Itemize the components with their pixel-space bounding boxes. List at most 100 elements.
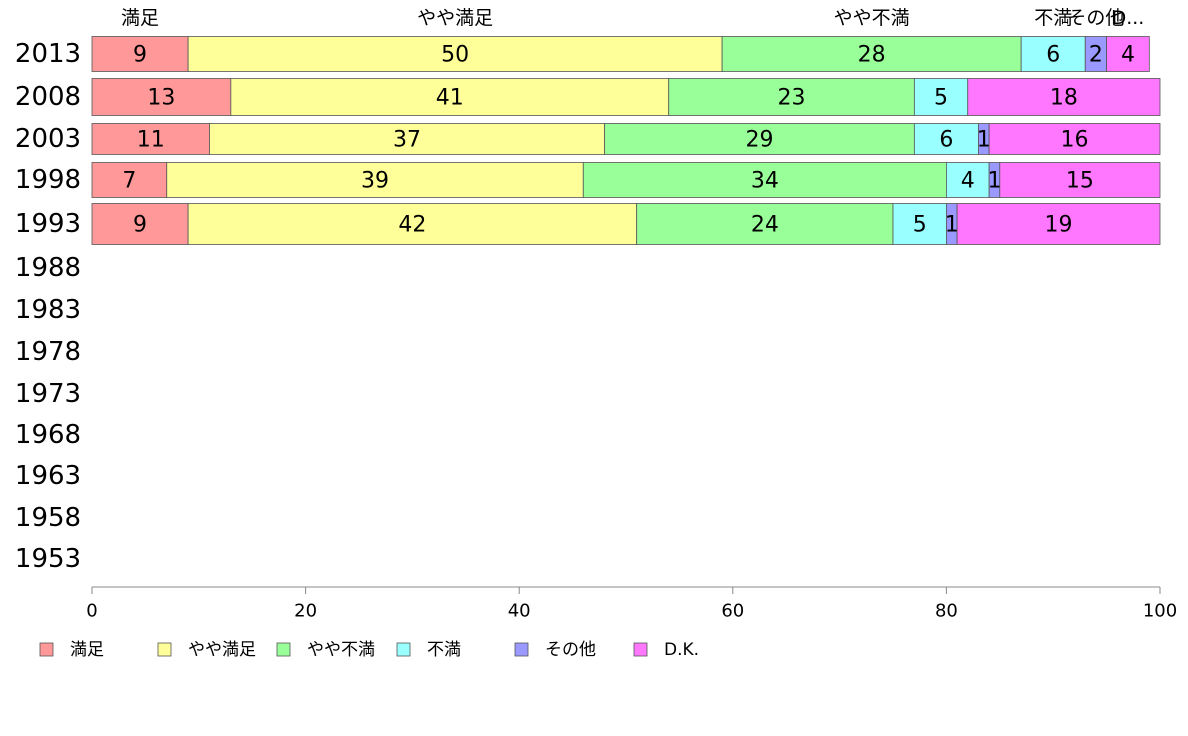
bar-segment bbox=[913, 78, 969, 116]
bar-segment bbox=[91, 203, 189, 245]
y-tick-label-1953: 1953 bbox=[15, 544, 81, 574]
bar-row-2003: 11 37 29 6 1 16 bbox=[91, 123, 1161, 155]
y-tick-label-1993: 1993 bbox=[15, 209, 81, 239]
data-label: 1 bbox=[987, 169, 1001, 194]
y-tick-label-1968: 1968 bbox=[15, 420, 81, 450]
legend: 満足 やや満足 やや不満 不満 その他 D.K. bbox=[39, 640, 699, 660]
bar-segment bbox=[999, 162, 1161, 198]
legend-item: その他 bbox=[514, 640, 596, 660]
data-label: 4 bbox=[961, 169, 975, 194]
y-tick-label-1988: 1988 bbox=[15, 253, 81, 283]
x-tick-label: 40 bbox=[508, 601, 531, 622]
y-tick-label-1963: 1963 bbox=[15, 461, 81, 491]
x-axis: 0 20 40 60 80 100 bbox=[86, 586, 1177, 622]
bar-segment bbox=[209, 123, 606, 155]
data-label: 4 bbox=[1121, 43, 1135, 68]
bar-segment bbox=[230, 78, 670, 116]
legend-item: やや不満 bbox=[276, 640, 375, 660]
legend-label: その他 bbox=[545, 640, 596, 660]
bar-row-1993: 9 42 24 5 1 19 bbox=[91, 203, 1161, 245]
legend-swatch bbox=[276, 642, 291, 657]
bar-segment bbox=[91, 162, 168, 198]
bar-segment bbox=[946, 162, 990, 198]
data-label: 24 bbox=[751, 213, 779, 238]
bar-segment bbox=[91, 123, 210, 155]
bar-segment bbox=[668, 78, 915, 116]
bar-segment bbox=[913, 123, 979, 155]
data-label: 7 bbox=[122, 169, 136, 194]
top-label: D... bbox=[1112, 7, 1145, 29]
legend-label: D.K. bbox=[664, 640, 699, 660]
legend-item: 満足 bbox=[39, 640, 104, 660]
data-label: 23 bbox=[778, 86, 806, 111]
data-label: 50 bbox=[441, 43, 469, 68]
y-tick-label-1983: 1983 bbox=[15, 295, 81, 325]
legend-label: 満足 bbox=[70, 640, 104, 660]
data-label: 11 bbox=[137, 128, 165, 153]
data-label: 28 bbox=[858, 43, 886, 68]
bar-segment bbox=[721, 36, 1022, 72]
bar-segment bbox=[166, 162, 584, 198]
bar-segment bbox=[582, 162, 947, 198]
y-tick-label-2008: 2008 bbox=[15, 82, 81, 112]
y-axis: 2013 2008 2003 1998 1993 1988 1983 1978 1973 1968… bbox=[15, 39, 81, 574]
data-label: 16 bbox=[1061, 128, 1089, 153]
x-tick-label: 100 bbox=[1143, 601, 1177, 622]
y-tick-label-2003: 2003 bbox=[15, 124, 81, 154]
data-label: 6 bbox=[939, 128, 953, 153]
data-label: 34 bbox=[751, 169, 779, 194]
bar-segment bbox=[636, 203, 894, 245]
data-label: 9 bbox=[133, 43, 147, 68]
data-label: 13 bbox=[147, 86, 175, 111]
legend-swatch bbox=[514, 642, 529, 657]
top-label: その他 bbox=[1067, 7, 1124, 29]
data-label: 29 bbox=[746, 128, 774, 153]
data-label: 19 bbox=[1045, 213, 1073, 238]
y-tick-label-1973: 1973 bbox=[15, 379, 81, 409]
bar-segment bbox=[604, 123, 915, 155]
x-tick-label: 80 bbox=[935, 601, 958, 622]
bar-segment bbox=[956, 203, 1161, 245]
bar-segment bbox=[967, 78, 1161, 116]
data-label: 5 bbox=[913, 213, 927, 238]
data-label: 6 bbox=[1046, 43, 1060, 68]
x-tick-label: 20 bbox=[294, 601, 317, 622]
x-tick-label: 0 bbox=[86, 601, 97, 622]
legend-swatch bbox=[396, 642, 411, 657]
bar-row-2008: 13 41 23 5 18 bbox=[91, 78, 1161, 116]
legend-swatch bbox=[39, 642, 54, 657]
bar-segment bbox=[988, 123, 1161, 155]
y-tick-label-1958: 1958 bbox=[15, 503, 81, 533]
legend-swatch bbox=[157, 642, 172, 657]
legend-label: やや満足 bbox=[188, 640, 256, 660]
bar-segment bbox=[892, 203, 947, 245]
legend-label: やや不満 bbox=[307, 640, 375, 660]
data-label: 41 bbox=[436, 86, 464, 111]
bar-row-2013: 9 50 28 6 2 4 bbox=[91, 36, 1150, 72]
y-tick-label-1998: 1998 bbox=[15, 165, 81, 195]
bar-segment bbox=[91, 36, 189, 72]
bar-segment bbox=[1020, 36, 1086, 72]
bar-segment bbox=[91, 78, 232, 116]
data-label: 9 bbox=[133, 213, 147, 238]
legend-item: D.K. bbox=[633, 640, 699, 660]
x-tick-label: 60 bbox=[721, 601, 744, 622]
data-label: 1 bbox=[977, 128, 991, 153]
y-tick-label-2013: 2013 bbox=[15, 39, 81, 69]
legend-label: 不満 bbox=[427, 640, 461, 660]
data-label: 39 bbox=[361, 169, 389, 194]
top-label: やや満足 bbox=[417, 7, 493, 29]
top-label: 満足 bbox=[121, 7, 159, 29]
legend-swatch bbox=[633, 642, 648, 657]
bar-row-1998: 7 39 34 4 1 15 bbox=[91, 162, 1161, 198]
data-label: 5 bbox=[934, 86, 948, 111]
top-label: 不満 bbox=[1034, 7, 1072, 29]
y-tick-label-1978: 1978 bbox=[15, 337, 81, 367]
data-label: 42 bbox=[398, 213, 426, 238]
data-label: 37 bbox=[393, 128, 421, 153]
legend-item: 不満 bbox=[396, 640, 461, 660]
legend-item: やや満足 bbox=[157, 640, 256, 660]
